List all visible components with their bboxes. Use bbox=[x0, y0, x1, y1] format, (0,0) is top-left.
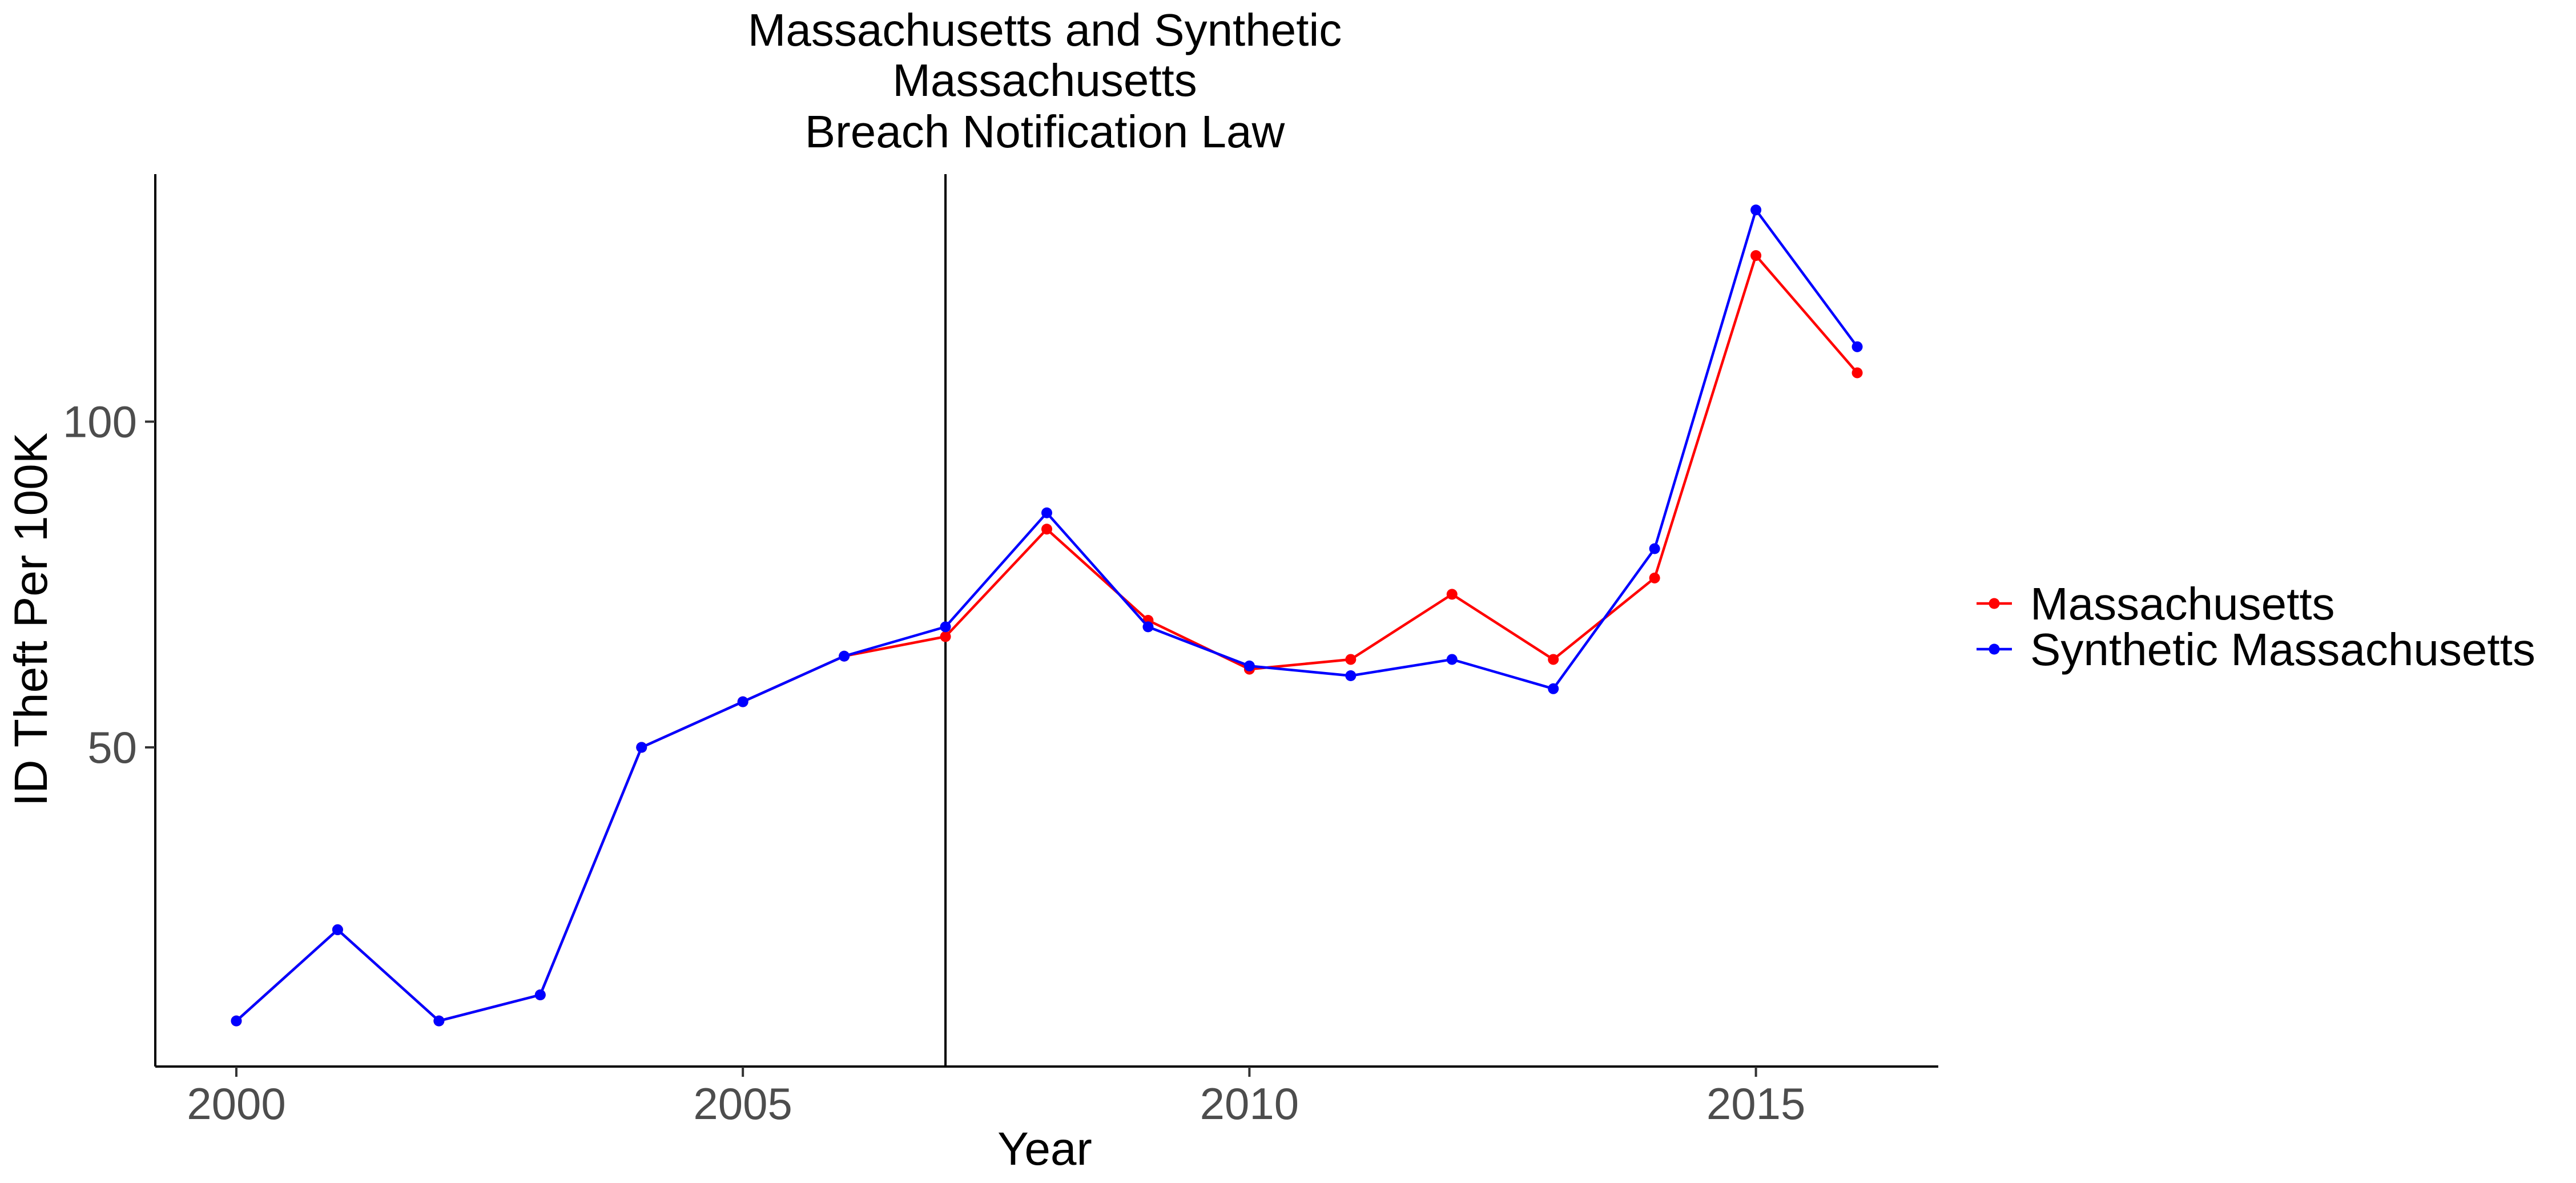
data-point-synthetic-massachusetts bbox=[737, 696, 748, 707]
y-axis-title: ID Theft Per 100K bbox=[5, 433, 57, 807]
data-point-massachusetts bbox=[940, 631, 951, 642]
series-line-synthetic-massachusetts bbox=[235, 208, 1858, 1023]
data-point-synthetic-massachusetts bbox=[839, 650, 850, 662]
legend-key-point-massachusetts bbox=[1989, 598, 2000, 609]
data-point-synthetic-massachusetts bbox=[1142, 621, 1154, 633]
data-point-synthetic-massachusetts bbox=[433, 1015, 445, 1027]
data-point-synthetic-massachusetts bbox=[1852, 341, 1863, 352]
data-point-synthetic-massachusetts bbox=[1446, 654, 1458, 665]
chart-title-line-2: Massachusetts bbox=[892, 55, 1197, 106]
tick-labels: 2000 2005 2010 2015 50 100 bbox=[63, 397, 1806, 1129]
data-point-synthetic-massachusetts bbox=[1548, 683, 1559, 694]
x-tick-label: 2010 bbox=[1200, 1079, 1299, 1129]
chart-title-line-3: Breach Notification Law bbox=[805, 106, 1285, 157]
data-point-synthetic-massachusetts bbox=[636, 742, 647, 753]
x-tick-label: 2005 bbox=[693, 1079, 792, 1129]
data-point-massachusetts bbox=[1446, 589, 1458, 600]
data-point-synthetic-massachusetts bbox=[1345, 670, 1357, 681]
data-point-synthetic-massachusetts bbox=[940, 621, 951, 633]
data-point-massachusetts bbox=[1345, 654, 1357, 665]
data-point-massachusetts bbox=[1548, 654, 1559, 665]
series-synthetic-massachusetts bbox=[231, 204, 1863, 1027]
chart-title: Massachusetts and Synthetic Massachusett… bbox=[748, 5, 1342, 157]
legend-label-synthetic-massachusetts: Synthetic Massachusetts bbox=[2030, 624, 2535, 675]
data-point-synthetic-massachusetts bbox=[332, 924, 343, 935]
data-point-synthetic-massachusetts bbox=[1649, 543, 1660, 554]
axes bbox=[154, 174, 1938, 1068]
y-tick-label: 50 bbox=[87, 722, 137, 772]
data-point-synthetic-massachusetts bbox=[1243, 660, 1255, 671]
data-point-synthetic-massachusetts bbox=[1041, 507, 1052, 518]
y-tick-label: 100 bbox=[63, 397, 137, 447]
x-axis-title: Year bbox=[997, 1123, 1092, 1175]
chart-title-line-1: Massachusetts and Synthetic bbox=[748, 5, 1342, 55]
data-point-massachusetts bbox=[1750, 250, 1762, 261]
data-point-synthetic-massachusetts bbox=[534, 989, 546, 1001]
series-massachusetts bbox=[231, 250, 1863, 1027]
data-point-synthetic-massachusetts bbox=[231, 1015, 242, 1027]
series-line-massachusetts bbox=[235, 254, 1858, 1023]
data-point-massachusetts bbox=[1852, 367, 1863, 379]
data-point-massachusetts bbox=[1041, 524, 1052, 535]
data-point-massachusetts bbox=[1649, 572, 1660, 584]
legend-label-massachusetts: Massachusetts bbox=[2030, 578, 2335, 629]
x-tick-label: 2000 bbox=[187, 1079, 286, 1129]
series-group bbox=[231, 204, 1863, 1027]
data-point-synthetic-massachusetts bbox=[1750, 204, 1762, 216]
x-tick-label: 2015 bbox=[1706, 1079, 1806, 1129]
legend-key-point-synthetic-massachusetts bbox=[1989, 643, 2000, 655]
